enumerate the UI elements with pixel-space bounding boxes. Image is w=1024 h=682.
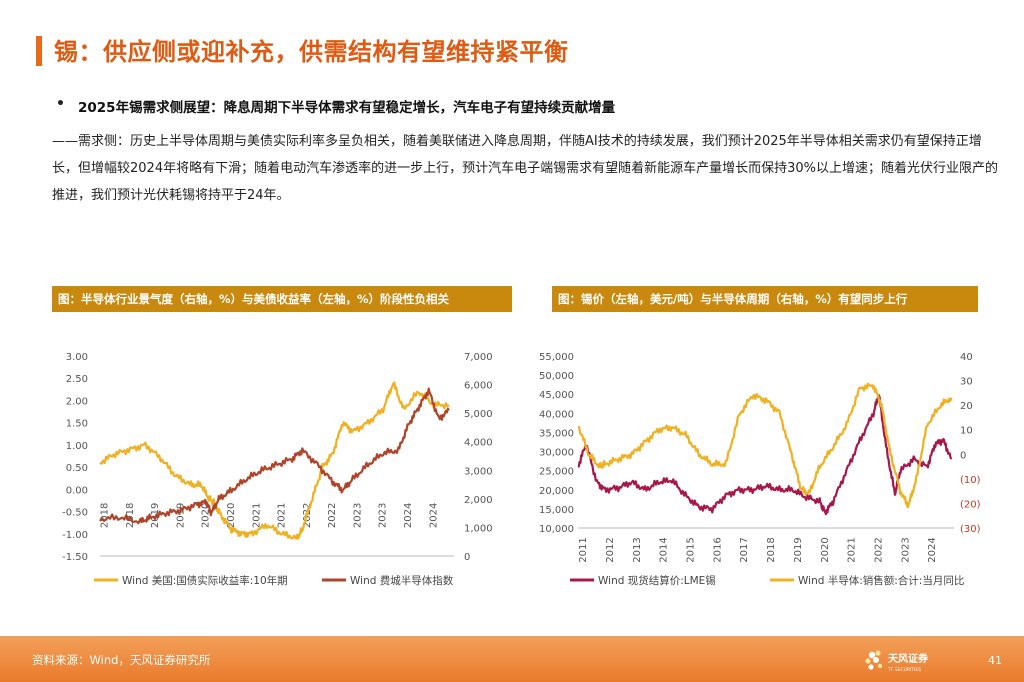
- x-axis-tick-label: 2017: [739, 537, 750, 562]
- body-paragraph: ——需求侧：历史上半导体周期与美债实际利率多呈负相关，随着美联储进入降息周期，伴…: [52, 134, 998, 203]
- x-axis-tick-label: 2024: [927, 537, 938, 562]
- logo-text: 天风证券: [888, 652, 929, 665]
- right-axis-tick-label: 6,000: [464, 381, 493, 392]
- logo-subtext: TF SECURITIES: [887, 667, 921, 673]
- x-axis-tick-label: 2020: [820, 537, 831, 562]
- left-axis-tick-label: -0.50: [62, 508, 88, 519]
- right-axis-tick-label: 2,000: [464, 495, 493, 506]
- x-axis-tick-label: 2021: [847, 537, 858, 562]
- right-axis-tick-label: 4,000: [464, 438, 493, 449]
- x-axis-tick-label: 2019: [793, 537, 804, 562]
- x-axis-tick-label: 2021: [277, 503, 288, 528]
- right-axis-tick-label: 10: [960, 426, 973, 437]
- x-axis-tick-label: 2012: [605, 537, 616, 562]
- x-axis-tick-label: 2023: [378, 503, 389, 528]
- right-axis-tick-label: 3,000: [464, 466, 493, 477]
- x-axis-tick-label: 2022: [873, 537, 884, 562]
- left-axis-tick-label: 2.00: [66, 396, 88, 407]
- chart2-plot: 55,000 50,000 45,000 40,000 35,000 30,000 25,0…: [539, 352, 980, 587]
- title-accent-bar: [36, 36, 42, 66]
- left-axis-tick-label: -1.00: [62, 530, 88, 541]
- legend-label: Wind 费城半导体指数: [350, 574, 454, 587]
- source-note: 资料来源：Wind，天风证券研究所: [32, 653, 211, 667]
- left-axis-tick-label: 20,000: [539, 486, 574, 497]
- left-axis-tick-label: 3.00: [66, 352, 88, 363]
- right-axis-tick-label: 7,000: [464, 352, 493, 363]
- x-axis-tick-label: 2018: [100, 503, 111, 528]
- left-axis-tick-label: 0.00: [66, 485, 88, 496]
- x-axis-tick-label: 2024: [428, 503, 439, 528]
- left-axis-tick-label: 35,000: [539, 428, 574, 439]
- right-axis-tick-label: 5,000: [464, 409, 493, 420]
- left-axis-tick-label: 2.50: [66, 374, 88, 385]
- series-line-0: [577, 394, 953, 516]
- footer-bar: [0, 636, 1024, 682]
- legend-label: Wind 美国:国债实际收益率:10年期: [122, 574, 288, 587]
- x-axis-tick-label: 2020: [201, 503, 212, 528]
- company-logo: 天风证券 TF SECURITIES: [865, 650, 929, 673]
- x-axis-tick-label: 2023: [900, 537, 911, 562]
- x-axis-tick-label: 2018: [125, 503, 136, 528]
- bullet-heading: 2025年锡需求侧展望：降息周期下半导体需求有望稳定增长，汽车电子有望持续贡献增…: [78, 100, 616, 116]
- page-title: 锡：供应侧或迎补充，供需结构有望维持紧平衡: [54, 38, 569, 66]
- left-axis-tick-label: 1.50: [66, 419, 88, 430]
- left-axis-tick-label: 40,000: [539, 409, 574, 420]
- series-line-1: [99, 387, 450, 525]
- right-axis-tick-label: 40: [960, 352, 973, 363]
- x-axis-tick-label: 2014: [659, 537, 670, 562]
- right-axis-tick-label: 0: [960, 450, 966, 461]
- left-axis-tick-label: 55,000: [539, 352, 574, 363]
- x-axis-tick-label: 2018: [766, 537, 777, 562]
- left-axis-tick-label: 1.00: [66, 441, 88, 452]
- chart1-plot: 3.00 2.50 2.00 1.50 1.00 0.50 0.00 -0.50 -1.00 -1…: [62, 352, 493, 587]
- left-axis-tick-label: 15,000: [539, 505, 574, 516]
- left-axis-tick-label: 45,000: [539, 390, 574, 401]
- x-axis-tick-label: 2016: [712, 537, 723, 562]
- x-axis-tick-label: 2015: [685, 537, 696, 562]
- right-axis-tick-label: 1,000: [464, 523, 493, 534]
- right-axis-tick-label: (20): [960, 499, 980, 510]
- left-axis-tick-label: 10,000: [539, 524, 574, 535]
- x-axis-tick-label: 2013: [632, 537, 643, 562]
- right-axis-tick-label: 20: [960, 401, 973, 412]
- x-axis-tick-label: 2011: [578, 537, 589, 562]
- logo-flower-icon: [865, 650, 883, 670]
- chart1-title: 图：半导体行业景气度（右轴，%）与美债收益率（左轴，%）阶段性负相关: [52, 286, 512, 312]
- right-axis-tick-label: 0: [464, 552, 470, 563]
- right-axis-tick-label: (10): [960, 475, 980, 486]
- x-axis-tick-label: 2019: [175, 503, 186, 528]
- page-number: 41: [988, 654, 1002, 667]
- x-axis-tick-label: 2023: [352, 503, 363, 528]
- left-axis-tick-label: -1.50: [62, 552, 88, 563]
- series-line-0: [99, 381, 450, 540]
- left-axis-tick-label: 0.50: [66, 463, 88, 474]
- bullet-dot: •: [56, 96, 65, 112]
- x-axis-tick-label: 2024: [403, 503, 414, 528]
- legend-label: Wind 半导体:销售额:合计:当月同比: [798, 574, 964, 587]
- series-line-1: [577, 382, 953, 509]
- legend-label: Wind 现货结算价:LME锡: [598, 574, 716, 587]
- left-axis-tick-label: 30,000: [539, 448, 574, 459]
- chart2-title: 图：锡价（左轴，美元/吨）与半导体周期（右轴，%）有望同步上行: [552, 286, 978, 312]
- x-axis-tick-label: 2022: [327, 503, 338, 528]
- x-axis-tick-label: 2021: [251, 503, 262, 528]
- x-axis-tick-label: 2020: [226, 503, 237, 528]
- left-axis-tick-label: 50,000: [539, 371, 574, 382]
- left-axis-tick-label: 25,000: [539, 467, 574, 478]
- right-axis-tick-label: 30: [960, 377, 973, 388]
- right-axis-tick-label: (30): [960, 524, 980, 535]
